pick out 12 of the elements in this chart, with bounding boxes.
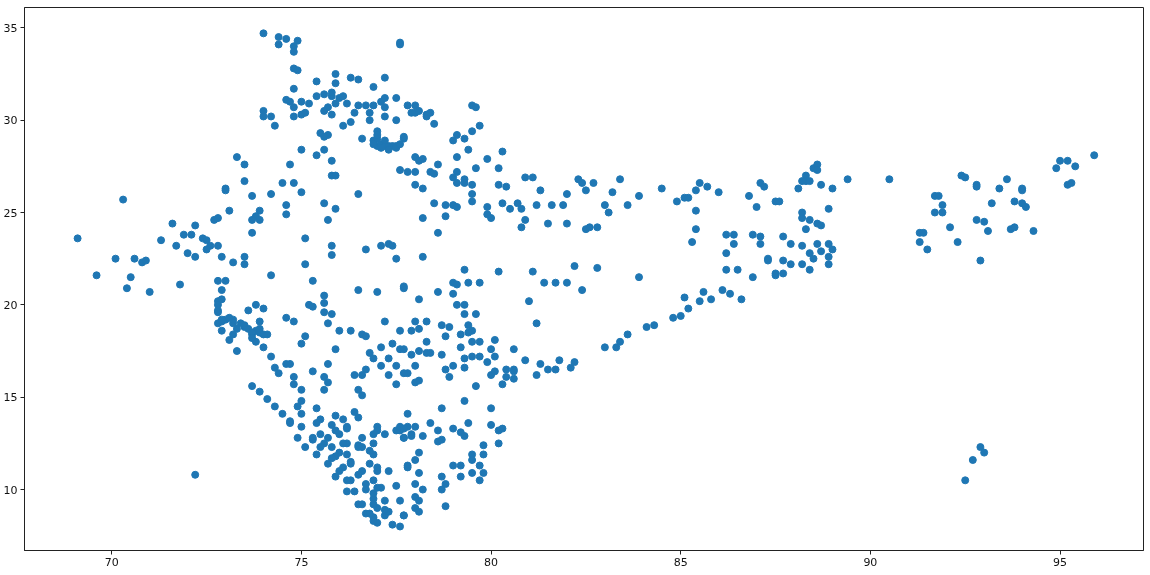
y-tick-label: 15 — [3, 391, 18, 405]
x-tick-label: 70 — [104, 555, 119, 569]
x-tick-label: 95 — [1053, 555, 1068, 569]
x-tick-label: 75 — [294, 555, 309, 569]
x-tick-label: 80 — [484, 555, 499, 569]
y-tick-label: 10 — [3, 483, 18, 497]
x-tick-label: 85 — [673, 555, 688, 569]
y-tick-label: 25 — [3, 206, 18, 220]
x-tick-label: 90 — [863, 555, 878, 569]
y-tick-label: 30 — [3, 114, 18, 128]
y-tick-label: 20 — [3, 298, 18, 312]
y-tick-label: 35 — [3, 21, 18, 35]
